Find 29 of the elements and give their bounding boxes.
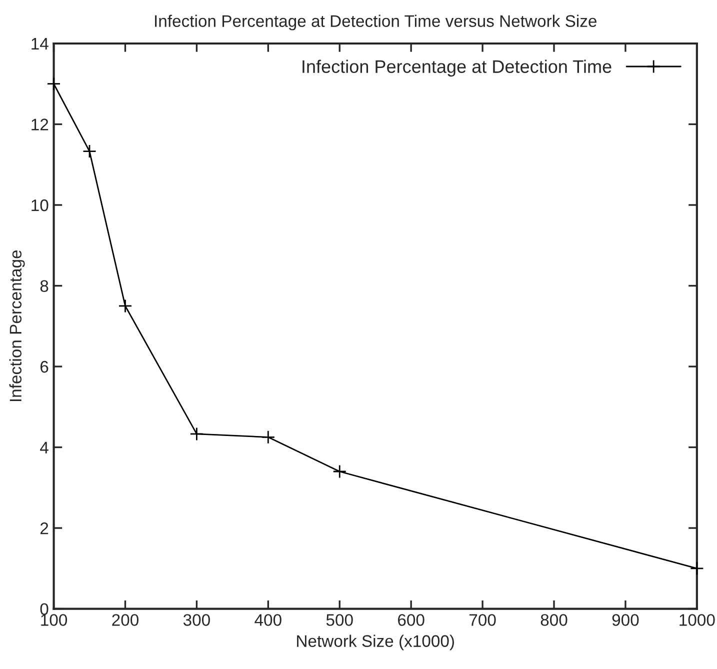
x-tick-label: 500 xyxy=(326,614,353,626)
point xyxy=(46,76,61,91)
y-tick-label: 6 xyxy=(40,360,48,373)
x-tick-label: 200 xyxy=(112,614,138,626)
y-tick-label: 8 xyxy=(40,280,48,292)
point xyxy=(82,144,96,158)
y-tick-label: 10 xyxy=(32,199,48,212)
y-tick-label: 2 xyxy=(40,522,48,534)
y-tick-label: 0 xyxy=(40,603,48,615)
x-tick-label: 100 xyxy=(41,614,68,626)
point xyxy=(190,427,204,441)
x-axis-title: Network Size (x1000) xyxy=(297,634,454,650)
x-tick-label: 300 xyxy=(183,614,210,626)
x-tick-label: 600 xyxy=(398,614,424,626)
point xyxy=(332,464,347,478)
x-tick-label: 400 xyxy=(254,614,282,626)
x-tick-label: 700 xyxy=(469,614,496,626)
y-tick-label: 4 xyxy=(40,442,48,454)
point xyxy=(690,561,704,576)
x-tick-label: 800 xyxy=(540,614,568,626)
point xyxy=(261,430,276,444)
y-tick-label: 12 xyxy=(32,118,48,130)
point xyxy=(118,299,132,313)
legend-label: Infection Percentage at Detection Time xyxy=(302,60,612,77)
x-tick-label: 900 xyxy=(612,614,639,626)
y-tick-label: 14 xyxy=(32,38,48,50)
chart-title: Infection Percentage at Detection Time versus Network Size xyxy=(155,14,596,30)
x-tick-label: 1000 xyxy=(680,614,715,626)
y-axis-title: Infection Percentage xyxy=(9,250,25,402)
